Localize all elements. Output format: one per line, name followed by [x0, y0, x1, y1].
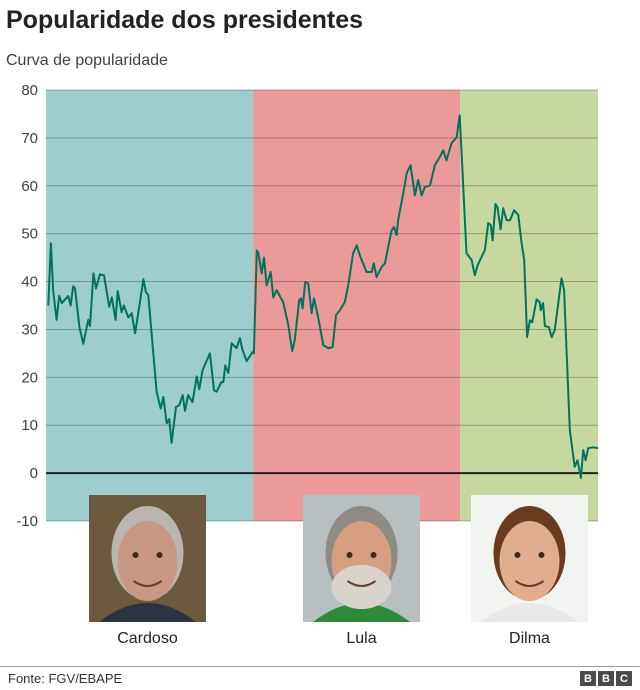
y-tick-label: 50 [21, 226, 38, 243]
portrait-mouth [132, 580, 163, 587]
portrait-eye [538, 552, 545, 558]
portrait-eye [156, 552, 163, 558]
portrait-eye [132, 552, 139, 558]
footer-divider [0, 666, 640, 667]
portrait-clothing [481, 603, 578, 622]
portrait-face [117, 521, 178, 601]
chart-title: Popularidade dos presidentes [6, 6, 364, 34]
era-band-lula [253, 90, 461, 521]
portrait-lula [303, 495, 420, 622]
president-label: Cardoso [117, 630, 178, 647]
y-tick-label: -10 [16, 513, 38, 530]
bbc-logo: B B C [580, 671, 632, 686]
portrait-eye [514, 552, 521, 558]
y-tick-label: 20 [21, 369, 38, 386]
portrait-cardoso [89, 495, 206, 622]
portrait-mouth [346, 580, 377, 587]
chart-subtitle: Curva de popularidade [6, 52, 168, 69]
portrait-clothing [313, 603, 410, 622]
portrait-dilma [471, 495, 588, 622]
y-tick-label: 60 [21, 178, 38, 195]
portrait-face [499, 521, 560, 601]
portrait-eye [346, 552, 353, 558]
y-tick-label: 30 [21, 321, 38, 338]
y-tick-label: 0 [30, 465, 38, 482]
president-label: Dilma [509, 630, 550, 647]
y-tick-label: 40 [21, 274, 38, 291]
portrait-clothing [99, 603, 196, 622]
bbc-logo-block: B [580, 671, 596, 686]
bbc-logo-block: B [598, 671, 614, 686]
y-tick-label: 70 [21, 130, 38, 147]
y-tick-label: 10 [21, 417, 38, 434]
president-label: Lula [346, 630, 376, 647]
era-band-dilma [460, 90, 598, 521]
portrait-eye [370, 552, 377, 558]
portrait-mouth [514, 580, 545, 587]
source-note: Fonte: FGV/EBAPE [8, 671, 123, 686]
bbc-logo-block: C [616, 671, 632, 686]
y-tick-label: 80 [21, 82, 38, 99]
popularity-line [47, 114, 599, 479]
